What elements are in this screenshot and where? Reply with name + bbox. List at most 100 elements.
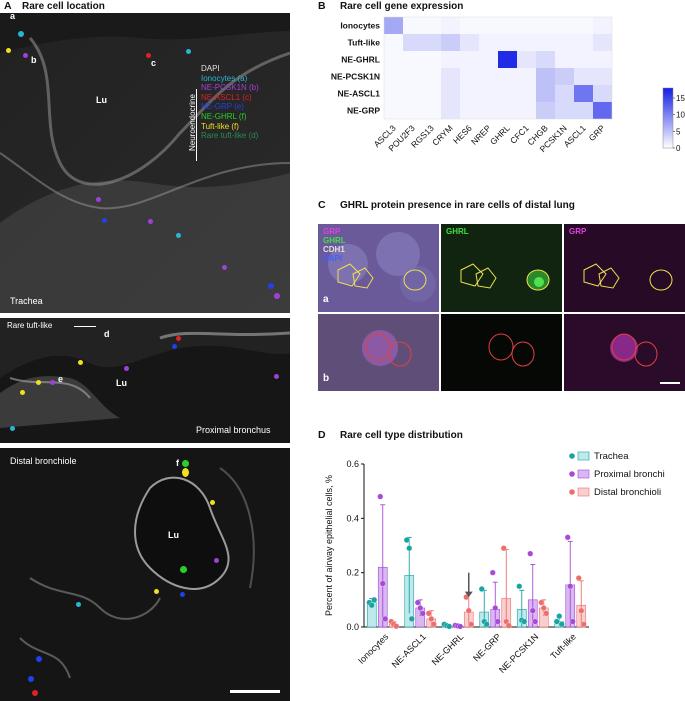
heatmap-cell	[593, 85, 612, 102]
proximal-mark-e: e	[58, 374, 64, 384]
y-tick-label: 0.0	[346, 622, 359, 632]
heatmap-cell	[384, 102, 403, 119]
data-point	[382, 615, 389, 622]
tuft-dot	[182, 468, 189, 477]
pcsk1n-dot	[23, 53, 28, 58]
proximal-texture	[0, 318, 290, 443]
legend-a-item: NE-GHRL (f)	[201, 111, 247, 121]
legend-a-item: NE-PCSK1N (b)	[201, 83, 259, 93]
data-point	[567, 583, 574, 590]
heatmap-row-label: NE-PCSK1N	[331, 72, 380, 82]
heatmap-cell	[460, 34, 479, 51]
pcsk1n-dot	[124, 366, 129, 371]
panel-d-letter: D	[318, 429, 326, 441]
heatmap-cell	[479, 85, 498, 102]
grp-dot	[268, 283, 274, 289]
heatmap-cell	[460, 51, 479, 68]
data-point	[414, 599, 421, 606]
trachea-label: Trachea	[10, 296, 43, 306]
heatmap-cell	[498, 85, 517, 102]
data-point	[428, 615, 435, 622]
bar-chart: 0.0 0.2 0.4 0.6 Percent of airway epithelial…	[324, 451, 665, 675]
ionocyte-dot	[18, 31, 24, 37]
legend-swatch	[577, 451, 590, 461]
heatmap-cell	[593, 17, 612, 34]
ionocyte-dot	[176, 233, 181, 238]
heatmap-cell	[403, 34, 422, 51]
legend-label: Trachea	[594, 451, 629, 462]
heatmap-cell	[403, 51, 422, 68]
heatmap-row-label: NE-GRP	[347, 106, 380, 116]
x-tick-label: NE-ASCL1	[390, 632, 428, 670]
heatmap-cell	[403, 68, 422, 85]
heatmap-cell	[422, 68, 441, 85]
data-point	[538, 599, 545, 606]
pcsk1n-dot	[274, 293, 280, 299]
heatmap-cell	[498, 51, 517, 68]
ghrl-a-texture	[441, 224, 562, 312]
heatmap-cell	[574, 85, 593, 102]
grp-label: GRP	[569, 227, 587, 236]
heatmap-row-label: NE-ASCL1	[337, 89, 380, 99]
pcsk1n-dot	[214, 558, 219, 563]
data-point	[529, 607, 536, 614]
heatmap-cell	[460, 17, 479, 34]
data-point	[578, 607, 585, 614]
pcsk1n-dot	[148, 219, 153, 224]
heatmap-cell	[574, 51, 593, 68]
panel-b-title: Rare cell gene expression	[340, 1, 464, 12]
panel-a-title: Rare cell location	[22, 1, 105, 12]
heatmap-cell	[555, 102, 574, 119]
ghrl-dot	[182, 460, 189, 467]
heatmap-cell	[555, 17, 574, 34]
heatmap-border	[383, 16, 613, 120]
data-point	[558, 621, 565, 628]
proximal-mark-d: d	[104, 329, 110, 339]
colorbar-tick-label: 0	[676, 144, 681, 153]
heatmap-cell	[536, 17, 555, 34]
colorbar	[662, 87, 674, 149]
distal-mark-f: f	[176, 458, 179, 468]
heatmap-cell	[536, 102, 555, 119]
legend-swatch	[577, 469, 590, 479]
rare-tuft-arrow	[74, 326, 96, 327]
heatmap-cell	[498, 34, 517, 51]
data-point	[556, 613, 563, 620]
data-point	[580, 621, 587, 628]
pcsk1n-dot	[222, 265, 227, 270]
grp-dot	[102, 218, 107, 223]
heatmap-cell	[593, 102, 612, 119]
heatmap-cell	[422, 17, 441, 34]
legend-dot	[569, 471, 575, 477]
merge-legend-item: GRP	[323, 227, 341, 236]
data-point	[463, 594, 470, 601]
data-point	[430, 621, 437, 628]
data-point	[532, 618, 539, 625]
heatmap-cell	[441, 17, 460, 34]
rare-tuft-label: Rare tuft-like	[7, 321, 53, 330]
grp-b-texture	[564, 314, 685, 391]
heatmap-cell	[403, 17, 422, 34]
trachea-image: Trachea Lu a b c DAPI Ionocytes (a) NE-PCS…	[0, 13, 290, 313]
heatmap-cell	[441, 51, 460, 68]
heatmap-cell	[536, 85, 555, 102]
ghrl-image-b	[441, 314, 562, 391]
legend-a-item: Ionocytes (a)	[201, 73, 248, 83]
heatmap-cell	[574, 102, 593, 119]
data-point	[516, 583, 523, 590]
data-point	[489, 569, 496, 576]
heatmap-cell	[498, 68, 517, 85]
heatmap-cell	[479, 102, 498, 119]
heatmap-chart: Ionocytes Tuft-like NE-GHRL NE-PCSK1N NE-ASC…	[331, 16, 685, 154]
heatmap-cell	[517, 17, 536, 34]
pcsk1n-dot	[274, 374, 279, 379]
x-tick-label: NE-GRP	[471, 632, 503, 664]
heatmap-col-label: CRYM	[430, 123, 455, 148]
heatmap-cell	[441, 85, 460, 102]
heatmap-cell	[517, 68, 536, 85]
legend-a-item: NE-ASCL1 (c)	[201, 92, 252, 102]
x-tick-label: Ionocytes	[356, 631, 391, 666]
distal-lumen: Lu	[168, 530, 179, 540]
heatmap-cell	[536, 34, 555, 51]
data-point	[575, 575, 582, 582]
